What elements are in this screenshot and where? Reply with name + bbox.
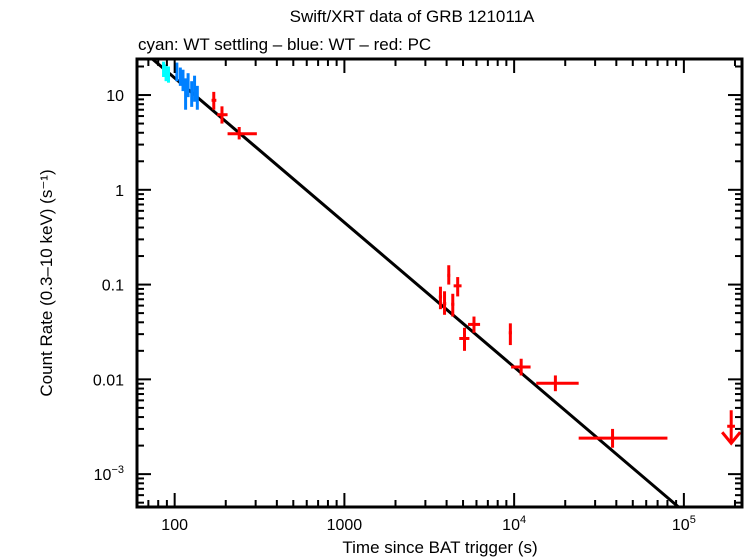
plot-area — [150, 59, 742, 507]
series-pc — [211, 91, 668, 448]
data-point — [181, 69, 185, 92]
data-point — [453, 277, 462, 297]
plot-frame — [135, 57, 744, 509]
chart-title: Swift/XRT data of GRB 121011A — [290, 7, 535, 26]
upper-limit-arrow — [721, 410, 742, 446]
x-tick-label: 104 — [502, 514, 526, 534]
data-point — [511, 358, 531, 376]
data-point — [438, 286, 443, 310]
data-point — [468, 316, 481, 333]
data-point — [184, 78, 188, 110]
data-point — [186, 73, 190, 98]
data-point — [167, 66, 171, 83]
data-point — [227, 126, 257, 140]
data-point — [578, 428, 668, 448]
y-tick-label: 0.01 — [93, 372, 124, 389]
y-tick-label: 10 — [106, 88, 124, 105]
y-axis-label: Count Rate (0.3–10 keV) (s⁻¹) — [37, 169, 56, 396]
y-tick-label: 0.1 — [102, 278, 124, 295]
data-point — [447, 265, 451, 285]
upper-limit-arrowhead — [721, 431, 742, 446]
y-tick-label: 1 — [115, 183, 124, 200]
chart-subtitle: cyan: WT settling – blue: WT – red: PC — [138, 35, 431, 54]
model-fit-line — [150, 59, 680, 507]
data-point — [178, 67, 182, 86]
data-point — [193, 75, 197, 102]
series-wt-settling — [162, 61, 171, 83]
data-point — [211, 91, 217, 110]
data-point — [508, 323, 512, 346]
y-tick-labels: 10 1 0.1 0.01 10−3 — [93, 88, 124, 484]
data-point — [459, 327, 470, 351]
y-tick-label: 10−3 — [94, 464, 124, 484]
data-point — [217, 106, 228, 124]
x-tick-label: 100 — [161, 517, 188, 534]
x-tick-label: 1000 — [327, 517, 363, 534]
data-point — [451, 293, 455, 317]
data-point — [175, 62, 179, 82]
x-tick-labels: 100 1000 104 105 — [161, 514, 696, 534]
data-point — [195, 85, 199, 110]
series-wt — [175, 62, 199, 110]
axis-ticks — [136, 59, 742, 507]
data-point — [442, 291, 447, 315]
data-point — [162, 61, 166, 77]
data-point — [190, 81, 194, 107]
data-point — [536, 375, 579, 392]
x-tick-label: 105 — [672, 514, 696, 534]
data-point — [164, 64, 168, 82]
x-axis-label: Time since BAT trigger (s) — [342, 538, 537, 557]
